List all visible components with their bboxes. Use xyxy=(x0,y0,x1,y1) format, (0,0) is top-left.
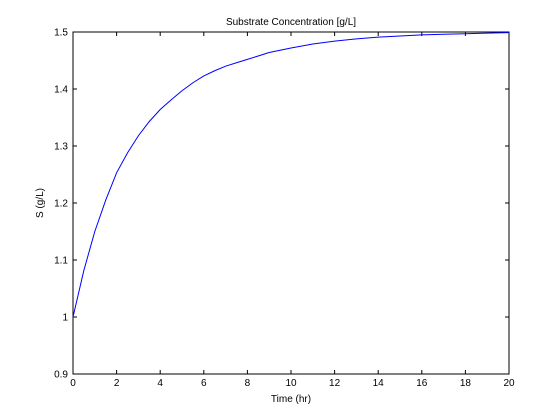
x-tick-label: 20 xyxy=(503,378,515,389)
axis-ticks: 0 2 4 6 8 10 12 14 16 18 20 0.9 1 1.1 1.2 1.3 1.4 1.5 xyxy=(54,28,515,390)
chart-title: Substrate Concentration [g/L] xyxy=(226,17,356,28)
y-tick-label: 1.3 xyxy=(54,142,68,153)
x-tick-label: 10 xyxy=(285,378,297,389)
x-tick-label: 8 xyxy=(245,378,251,389)
y-tick-label: 1 xyxy=(62,313,68,324)
x-tick-label: 18 xyxy=(460,378,472,389)
series-layer xyxy=(72,32,510,318)
x-axis-label: Time (hr) xyxy=(271,394,311,405)
y-tick-label: 1.4 xyxy=(54,85,68,96)
x-tick-label: 6 xyxy=(201,378,207,389)
y-tick-label: 1.5 xyxy=(54,28,68,39)
x-tick-label: 16 xyxy=(416,378,428,389)
plot-area xyxy=(72,31,510,375)
y-tick-label: 1.1 xyxy=(54,256,68,267)
y-axis-label: S (g/L) xyxy=(35,188,46,218)
x-tick-label: 2 xyxy=(114,378,120,389)
series-line xyxy=(72,32,510,318)
x-tick-label: 0 xyxy=(70,378,76,389)
x-tick-label: 4 xyxy=(157,378,163,389)
y-tick-label: 1.2 xyxy=(54,199,68,210)
y-tick-label: 0.9 xyxy=(54,370,68,381)
x-tick-label: 12 xyxy=(329,378,341,389)
x-tick-label: 14 xyxy=(373,378,385,389)
